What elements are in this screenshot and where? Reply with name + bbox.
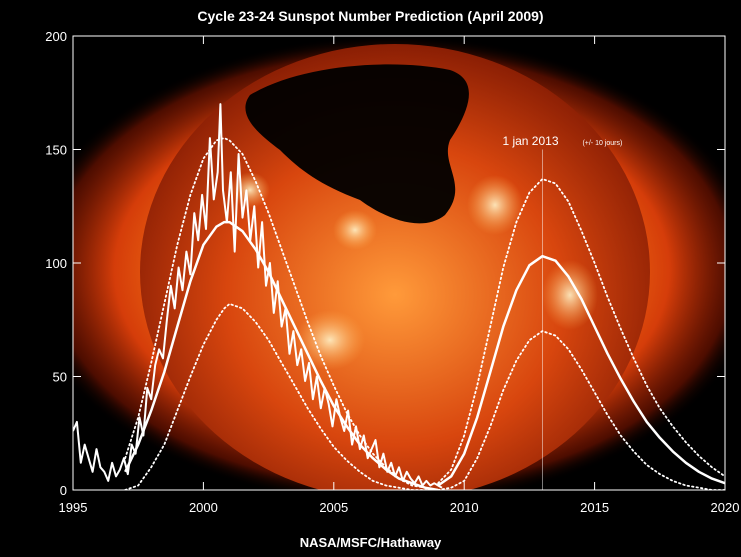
y-tick-label: 100 (45, 256, 67, 271)
x-tick-label: 1995 (59, 500, 88, 515)
x-tick-label: 2000 (189, 500, 218, 515)
series-line-6 (437, 330, 725, 490)
y-tick-label: 150 (45, 143, 67, 158)
series-line-5 (437, 177, 725, 485)
x-tick-label: 2015 (580, 500, 609, 515)
series-line-4 (437, 254, 725, 487)
chart-title: Cycle 23-24 Sunspot Number Prediction (A… (197, 8, 544, 24)
x-tick-label: 2005 (319, 500, 348, 515)
x-tick-label: 2010 (450, 500, 479, 515)
sun-background (73, 36, 725, 490)
x-tick-label: 2020 (711, 500, 740, 515)
series-layer (73, 103, 725, 490)
y-tick-label: 200 (45, 29, 67, 44)
chart-credit: NASA/MSFC/Hathaway (299, 535, 442, 550)
y-tick-label: 50 (53, 370, 67, 385)
annotation-text: 1 jan 2013 (+/- 10 jours) (502, 134, 622, 148)
annotation-sublabel: (+/- 10 jours) (582, 140, 622, 147)
series-line-1 (124, 220, 439, 490)
series-line-2 (124, 137, 439, 490)
series-line-3 (124, 302, 439, 490)
axes: 1995 2000 2005 2010 2015 2020 0 50 100 150 200 (45, 29, 739, 515)
annotation-label: 1 jan 2013 (502, 134, 558, 148)
y-tick-label: 0 (60, 483, 67, 498)
